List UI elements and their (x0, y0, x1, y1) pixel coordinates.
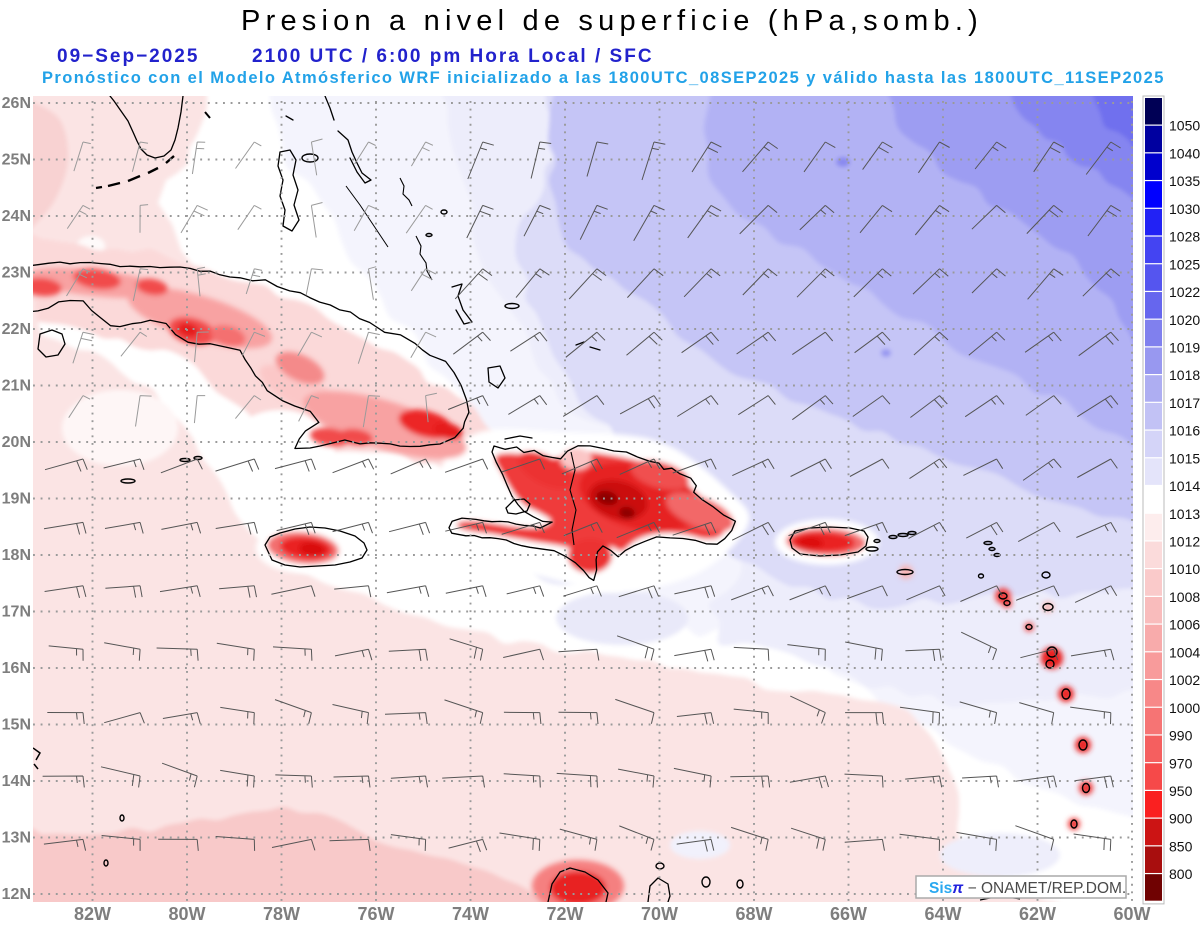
svg-text:20N: 20N (2, 434, 31, 451)
svg-text:17N: 17N (2, 604, 31, 621)
svg-text:1016: 1016 (1169, 423, 1200, 439)
svg-text:21N: 21N (2, 378, 31, 395)
svg-text:60W: 60W (1113, 904, 1150, 924)
svg-text:19N: 19N (2, 491, 31, 508)
svg-text:1004: 1004 (1169, 644, 1200, 660)
svg-text:12N: 12N (2, 886, 31, 903)
svg-text:1050: 1050 (1169, 118, 1200, 134)
svg-text:1012: 1012 (1169, 534, 1200, 550)
svg-text:76W: 76W (357, 904, 394, 924)
svg-text:1002: 1002 (1169, 672, 1200, 688)
svg-text:1035: 1035 (1169, 173, 1200, 189)
svg-text:1010: 1010 (1169, 561, 1200, 577)
svg-text:68W: 68W (735, 904, 772, 924)
svg-text:25N: 25N (2, 152, 31, 169)
svg-text:1018: 1018 (1169, 367, 1200, 383)
svg-text:09−Sep−2025: 09−Sep−2025 (57, 46, 199, 67)
svg-text:800: 800 (1169, 866, 1193, 882)
svg-text:80W: 80W (168, 904, 205, 924)
svg-text:15N: 15N (2, 717, 31, 734)
svg-text:62W: 62W (1019, 904, 1056, 924)
svg-text:1014: 1014 (1169, 478, 1200, 494)
svg-text:1008: 1008 (1169, 589, 1200, 605)
svg-text:78W: 78W (263, 904, 300, 924)
svg-text:1022: 1022 (1169, 284, 1200, 300)
svg-text:14N: 14N (2, 773, 31, 790)
svg-text:70W: 70W (641, 904, 678, 924)
svg-text:850: 850 (1169, 838, 1193, 854)
svg-text:970: 970 (1169, 755, 1193, 771)
svg-text:64W: 64W (924, 904, 961, 924)
svg-text:2100 UTC / 6:00 pm Hora Local: 2100 UTC / 6:00 pm Hora Local / SFC (252, 46, 654, 67)
svg-text:1006: 1006 (1169, 617, 1200, 633)
svg-text:1025: 1025 (1169, 256, 1200, 272)
svg-text:23N: 23N (2, 265, 31, 282)
svg-text:950: 950 (1169, 783, 1193, 799)
svg-text:900: 900 (1169, 811, 1193, 827)
svg-text:82W: 82W (74, 904, 111, 924)
svg-text:1030: 1030 (1169, 201, 1200, 217)
svg-text:66W: 66W (830, 904, 867, 924)
svg-text:26N: 26N (2, 95, 31, 112)
svg-text:1019: 1019 (1169, 340, 1200, 356)
svg-text:24N: 24N (2, 208, 31, 225)
svg-text:74W: 74W (452, 904, 489, 924)
svg-text:1040: 1040 (1169, 145, 1200, 161)
svg-text:18N: 18N (2, 547, 31, 564)
svg-text:1013: 1013 (1169, 506, 1200, 522)
svg-text:1017: 1017 (1169, 395, 1200, 411)
svg-text:72W: 72W (546, 904, 583, 924)
svg-text:22N: 22N (2, 321, 31, 338)
svg-text:1020: 1020 (1169, 312, 1200, 328)
svg-text:Sisπ − ONAMET/REP.DOM.: Sisπ − ONAMET/REP.DOM. (929, 880, 1126, 897)
svg-text:13N: 13N (2, 830, 31, 847)
svg-text:1028: 1028 (1169, 229, 1200, 245)
svg-text:1015: 1015 (1169, 450, 1200, 466)
svg-text:1000: 1000 (1169, 700, 1200, 716)
svg-text:Pronóstico con el Modelo Atmós: Pronóstico con el Modelo Atmósferico WRF… (42, 69, 1165, 87)
svg-text:Presion a nivel de superficie: Presion a nivel de superficie (hPa,somb.… (241, 5, 983, 37)
svg-text:16N: 16N (2, 660, 31, 677)
svg-text:990: 990 (1169, 728, 1193, 744)
